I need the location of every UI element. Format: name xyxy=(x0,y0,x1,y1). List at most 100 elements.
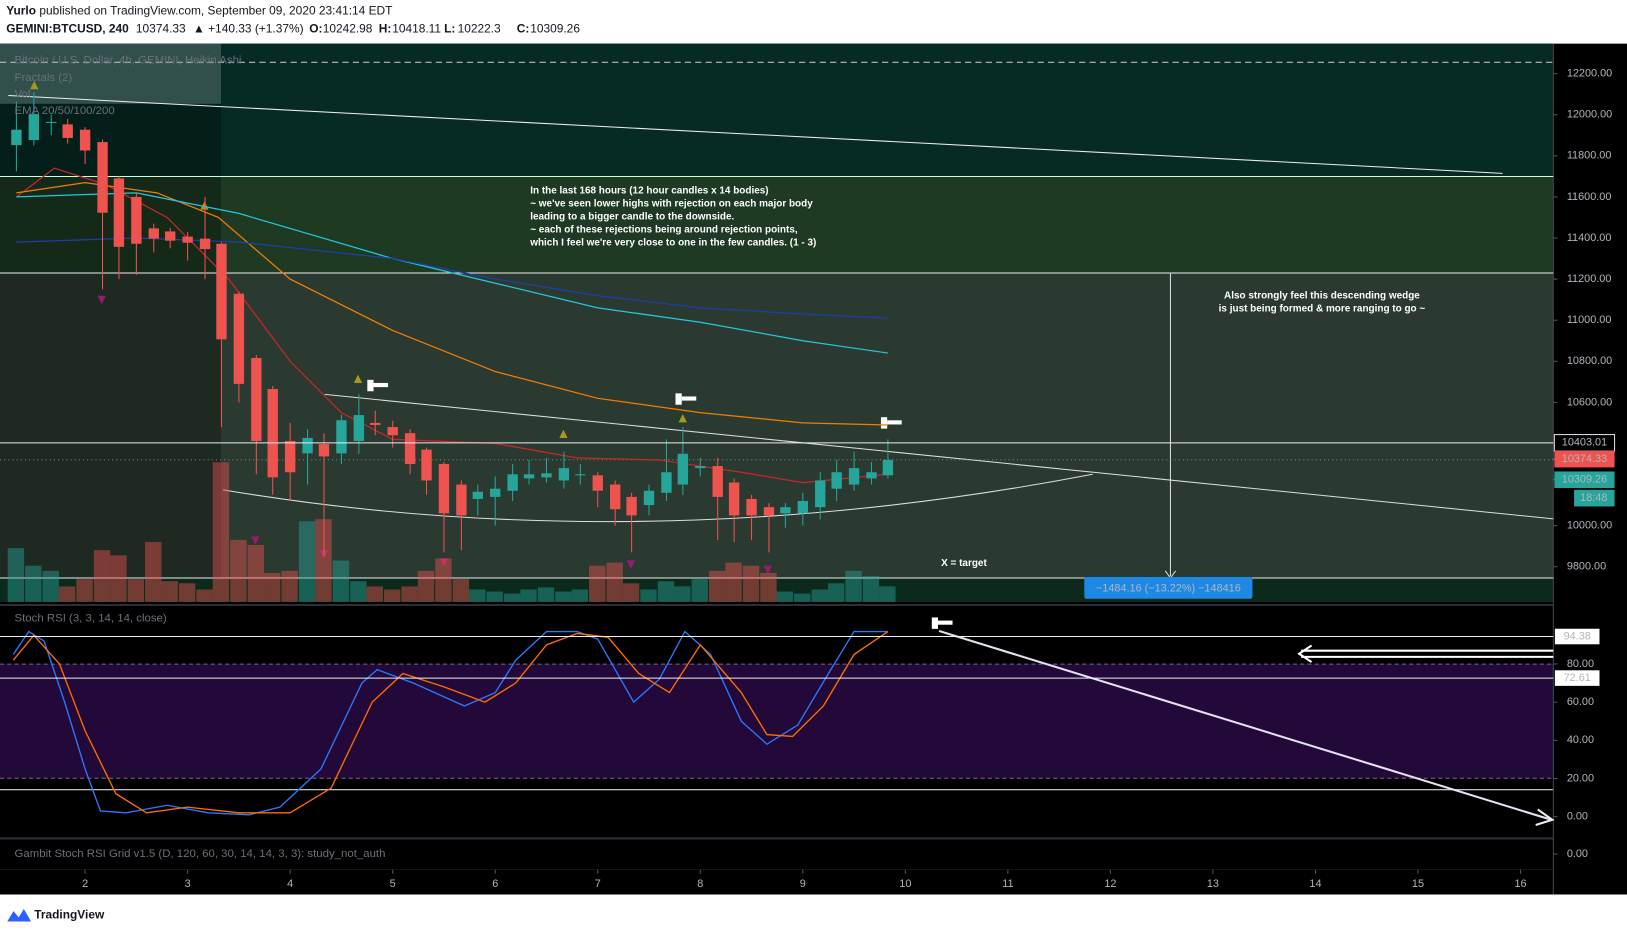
volume-bar xyxy=(622,583,640,602)
trend-arrow xyxy=(938,629,1552,821)
volume-bar xyxy=(110,555,127,602)
x-tick-label: 10 xyxy=(899,878,911,890)
candle-body xyxy=(267,389,278,478)
volume-bar xyxy=(145,541,162,602)
volume-bar xyxy=(811,589,828,602)
x-tick-label: 4 xyxy=(287,878,293,890)
volume-bar xyxy=(589,565,606,602)
volume-bar xyxy=(503,593,521,602)
y-tick-label: 11200.00 xyxy=(1567,273,1612,285)
candle-body xyxy=(882,459,894,476)
y-tick-label: 9800.00 xyxy=(1567,561,1606,573)
candle-body xyxy=(438,464,450,514)
candle-body xyxy=(848,468,860,485)
x-tick-label: 12 xyxy=(1104,878,1116,890)
volume-bar xyxy=(315,519,332,602)
x-tick-label: 6 xyxy=(492,878,498,890)
volume-bar xyxy=(742,565,760,602)
volume-bar xyxy=(657,581,675,602)
volume-bar xyxy=(571,589,588,602)
symbol: GEMINI:BTCUSD, 240 xyxy=(6,21,129,35)
candle-body xyxy=(46,121,57,123)
volume-bar xyxy=(827,583,845,602)
candle-body xyxy=(507,474,518,491)
candle-body xyxy=(558,468,570,481)
ohlc-label: C: xyxy=(517,21,530,35)
volume-bar xyxy=(555,591,572,602)
volume-bar xyxy=(178,583,196,602)
volume-bar xyxy=(845,570,862,602)
volume-bar xyxy=(606,562,623,602)
x-tick-label: 14 xyxy=(1309,878,1321,890)
trend-line xyxy=(324,393,1554,520)
y-tick-label: 10600.00 xyxy=(1567,396,1612,408)
volume-bar xyxy=(417,570,435,602)
candle-body xyxy=(387,427,398,436)
candle-body xyxy=(421,449,432,481)
volume-bar xyxy=(366,586,383,602)
y-tick-label: 80.00 xyxy=(1567,658,1594,670)
zone xyxy=(0,43,1554,177)
published: published on TradingView.com, September … xyxy=(39,4,393,18)
ohlc-label: H: xyxy=(379,21,392,35)
y-tick-label: 10000.00 xyxy=(1567,520,1612,532)
candle-body xyxy=(626,496,637,516)
candle-body xyxy=(165,231,176,241)
y-tick-label: 0.00 xyxy=(1567,848,1588,860)
annotation: ~ each of these rejections being around … xyxy=(530,225,798,236)
annotation: leading to a bigger candle to the downsi… xyxy=(530,212,734,223)
candle-body xyxy=(370,422,381,425)
ema-line xyxy=(16,192,888,354)
candle-body xyxy=(643,490,655,506)
brand: TradingView xyxy=(34,907,105,921)
measure-label: −1484.16 (−13.22%) −148416 xyxy=(1096,582,1241,594)
volume-bar xyxy=(862,576,880,602)
shade xyxy=(0,103,222,579)
header-bg xyxy=(0,0,1627,44)
candle-body xyxy=(62,124,73,138)
volume-bar xyxy=(298,521,316,602)
measure-box xyxy=(1084,576,1253,599)
x-tick-label: 7 xyxy=(595,878,601,890)
candle-body xyxy=(113,178,125,247)
y-tick-label: 20.00 xyxy=(1567,772,1594,784)
y-tick-label: 11600.00 xyxy=(1567,191,1612,203)
annotation: ~ we've seen lower highs with rejection … xyxy=(530,199,813,210)
zone xyxy=(0,176,1554,273)
volume-bar xyxy=(640,589,657,602)
candle-body xyxy=(609,484,621,510)
price-label: 10309.26 xyxy=(1562,474,1607,486)
stoch-line xyxy=(12,630,888,816)
candle-body xyxy=(746,498,757,516)
arrow-head xyxy=(1535,808,1555,826)
volume-bar xyxy=(520,589,537,602)
candle-body xyxy=(728,482,740,516)
indicator-label: EMA 20/50/100/200 xyxy=(15,105,115,117)
x-tick-label: 15 xyxy=(1412,878,1424,890)
level-box xyxy=(1553,669,1601,687)
volume-bar xyxy=(879,586,896,602)
candle-body xyxy=(541,473,552,478)
flag-icons xyxy=(367,379,953,629)
x-tick-label: 13 xyxy=(1207,878,1219,890)
candle-body xyxy=(233,293,245,384)
x-tick-label: 16 xyxy=(1514,878,1526,890)
annotation: which I feel we're very close to one in … xyxy=(529,237,816,248)
candle-body xyxy=(182,236,193,243)
volume-bar xyxy=(161,581,178,602)
candle-body xyxy=(216,243,227,340)
candle-body xyxy=(404,433,416,465)
volume-bar xyxy=(264,572,281,602)
zone xyxy=(0,272,1554,579)
candle-body xyxy=(815,480,826,508)
candle-body xyxy=(523,474,535,479)
candle-body xyxy=(695,466,706,469)
candle-body xyxy=(131,196,142,244)
x-tick-label: 5 xyxy=(390,878,396,890)
candle-body xyxy=(302,437,313,454)
candle-body xyxy=(472,491,483,499)
price-label: 10374.33 xyxy=(1562,453,1607,465)
volume-bar xyxy=(760,572,777,602)
volume-bar xyxy=(332,560,350,602)
volume-bar xyxy=(230,539,247,602)
